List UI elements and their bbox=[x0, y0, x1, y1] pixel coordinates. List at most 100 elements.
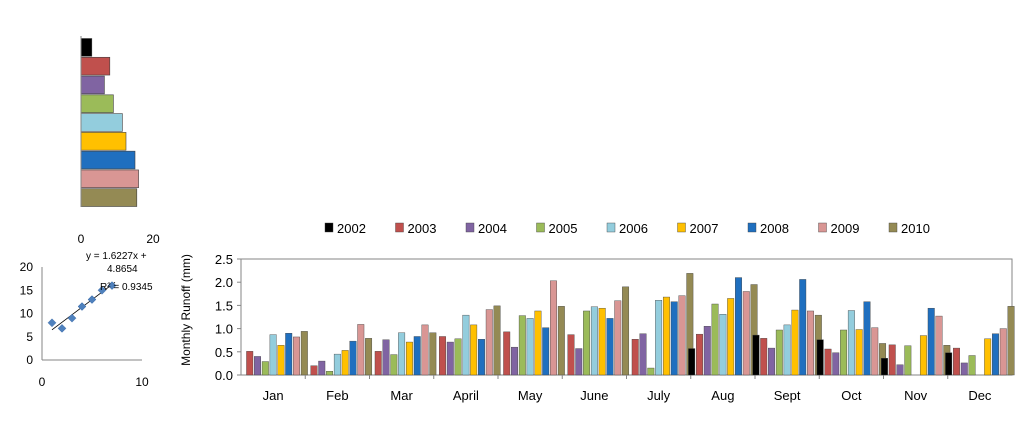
bar-2009-April bbox=[485, 309, 493, 376]
bar-2007-Feb bbox=[341, 350, 349, 376]
scatter-equation-line: 4.8654 bbox=[107, 264, 138, 275]
x-category-label: Mar bbox=[390, 388, 413, 403]
bar-2007-Nov bbox=[919, 335, 927, 376]
bar-2004-Feb bbox=[318, 360, 326, 376]
bar-2009-Feb bbox=[357, 324, 365, 376]
bar-2006-Sept bbox=[783, 324, 791, 376]
bar-2003-Sept bbox=[760, 338, 768, 376]
bar-2008-Feb bbox=[349, 340, 357, 376]
scatter-point-3 bbox=[77, 302, 87, 311]
bar-2009-Dec bbox=[999, 328, 1007, 376]
bar-2002-Dec bbox=[945, 352, 953, 376]
bar-2004-Sept bbox=[768, 347, 775, 376]
bar-2007-April bbox=[470, 324, 478, 376]
bar-2005-Dec bbox=[968, 355, 976, 376]
bar-2005-June bbox=[583, 310, 591, 376]
legend-label: 2008 bbox=[760, 221, 789, 236]
scatter-y-tick-label: 15 bbox=[20, 283, 34, 297]
bar-2004-Nov bbox=[896, 364, 904, 376]
bar-2008-Mar bbox=[413, 336, 421, 376]
bar-2008-Jan bbox=[285, 333, 293, 376]
hbar-x-tick-label: 20 bbox=[146, 232, 160, 246]
bar-2010-Feb bbox=[365, 338, 373, 376]
bar-2003-April bbox=[439, 336, 446, 376]
bar-2007-July bbox=[662, 296, 670, 376]
bar-2004-Mar bbox=[382, 339, 390, 376]
bar-2005-April bbox=[454, 338, 462, 376]
bar-2005-Aug bbox=[711, 303, 719, 376]
bar-2003-June bbox=[567, 334, 575, 376]
bar-2003-Dec bbox=[953, 347, 960, 376]
bar-2005-Jan bbox=[261, 361, 269, 376]
legend-label: 2006 bbox=[619, 221, 648, 236]
bar-2006-Feb bbox=[333, 353, 341, 376]
bar-2010-June bbox=[622, 286, 630, 376]
bar-2007-May bbox=[534, 310, 542, 376]
bar-2008-Aug bbox=[735, 277, 742, 376]
x-category-label: Sept bbox=[774, 388, 801, 403]
bar-2009-May bbox=[550, 280, 557, 376]
bar-2007-Aug bbox=[727, 298, 735, 376]
bar-2006-April bbox=[462, 314, 470, 376]
scatter-point-0 bbox=[47, 318, 57, 328]
bar-2009-July bbox=[678, 295, 686, 376]
hbar-8 bbox=[80, 188, 138, 207]
y-tick-label: 1.5 bbox=[215, 298, 233, 313]
bar-2002-Nov bbox=[880, 358, 888, 376]
legend-label: 2002 bbox=[337, 221, 366, 236]
y-tick-label: 0.0 bbox=[215, 368, 233, 383]
bar-2002-Sept bbox=[752, 334, 760, 376]
legend-swatch-2003 bbox=[395, 222, 404, 233]
bar-2009-Jan bbox=[293, 336, 300, 376]
legend-swatch-2002 bbox=[324, 222, 334, 233]
scatter-chart: 0 5 10 15 20 0 10 y = 1.6227x + 4.8654 R² = 0.934… bbox=[20, 251, 153, 389]
bar-2006-Mar bbox=[398, 332, 406, 376]
bar-2009-Nov bbox=[935, 315, 943, 376]
bar-2006-Oct bbox=[847, 310, 855, 376]
bar-2005-July bbox=[647, 367, 655, 376]
x-category-label: Nov bbox=[904, 388, 928, 403]
hbar-7 bbox=[80, 169, 139, 189]
bar-2009-Oct bbox=[871, 327, 879, 376]
legend-swatch-2007 bbox=[677, 222, 686, 233]
bar-2008-April bbox=[478, 339, 485, 376]
x-category-label: Feb bbox=[326, 388, 348, 403]
bar-2008-July bbox=[670, 301, 678, 376]
x-category-label: April bbox=[453, 388, 479, 403]
scatter-equation-line: R² = 0.9345 bbox=[100, 282, 153, 293]
bar-2005-Feb bbox=[326, 371, 334, 376]
bar-2008-Sept bbox=[799, 279, 807, 376]
scatter-point-4 bbox=[87, 295, 97, 304]
bar-2009-Sept bbox=[807, 310, 814, 376]
bar-2004-Jan bbox=[254, 356, 261, 376]
bar-2009-Aug bbox=[742, 291, 750, 376]
bar-2004-Oct bbox=[832, 352, 840, 376]
bar-2007-Oct bbox=[855, 329, 863, 376]
bar-2003-Nov bbox=[888, 344, 896, 376]
bar-2006-Aug bbox=[719, 314, 727, 376]
x-category-label: May bbox=[518, 388, 543, 403]
y-tick-label: 2.0 bbox=[215, 275, 233, 290]
y-tick-label: 2.5 bbox=[215, 252, 233, 267]
x-category-label: Oct bbox=[841, 388, 862, 403]
bar-2009-June bbox=[614, 300, 622, 376]
y-tick-label: 0.5 bbox=[215, 345, 233, 360]
bar-2003-Oct bbox=[824, 348, 832, 376]
legend-swatch-2010 bbox=[888, 222, 898, 233]
bar-2007-Mar bbox=[405, 341, 413, 376]
bar-2008-June bbox=[606, 318, 614, 376]
bar-2006-June bbox=[590, 306, 598, 376]
bar-2004-June bbox=[575, 348, 583, 376]
hbar-4 bbox=[80, 113, 123, 132]
bar-2005-Oct bbox=[840, 329, 848, 376]
bar-2007-Jan bbox=[277, 345, 285, 376]
bar-2010-Mar bbox=[429, 332, 437, 376]
horizontal-bar-chart: 0 20 bbox=[78, 36, 160, 246]
legend-label: 2010 bbox=[901, 221, 930, 236]
bar-2003-July bbox=[631, 339, 639, 376]
hbar-3 bbox=[80, 94, 114, 113]
legend-label: 2005 bbox=[549, 221, 578, 236]
bar-2010-May bbox=[557, 306, 565, 376]
hbar-5 bbox=[80, 132, 127, 151]
